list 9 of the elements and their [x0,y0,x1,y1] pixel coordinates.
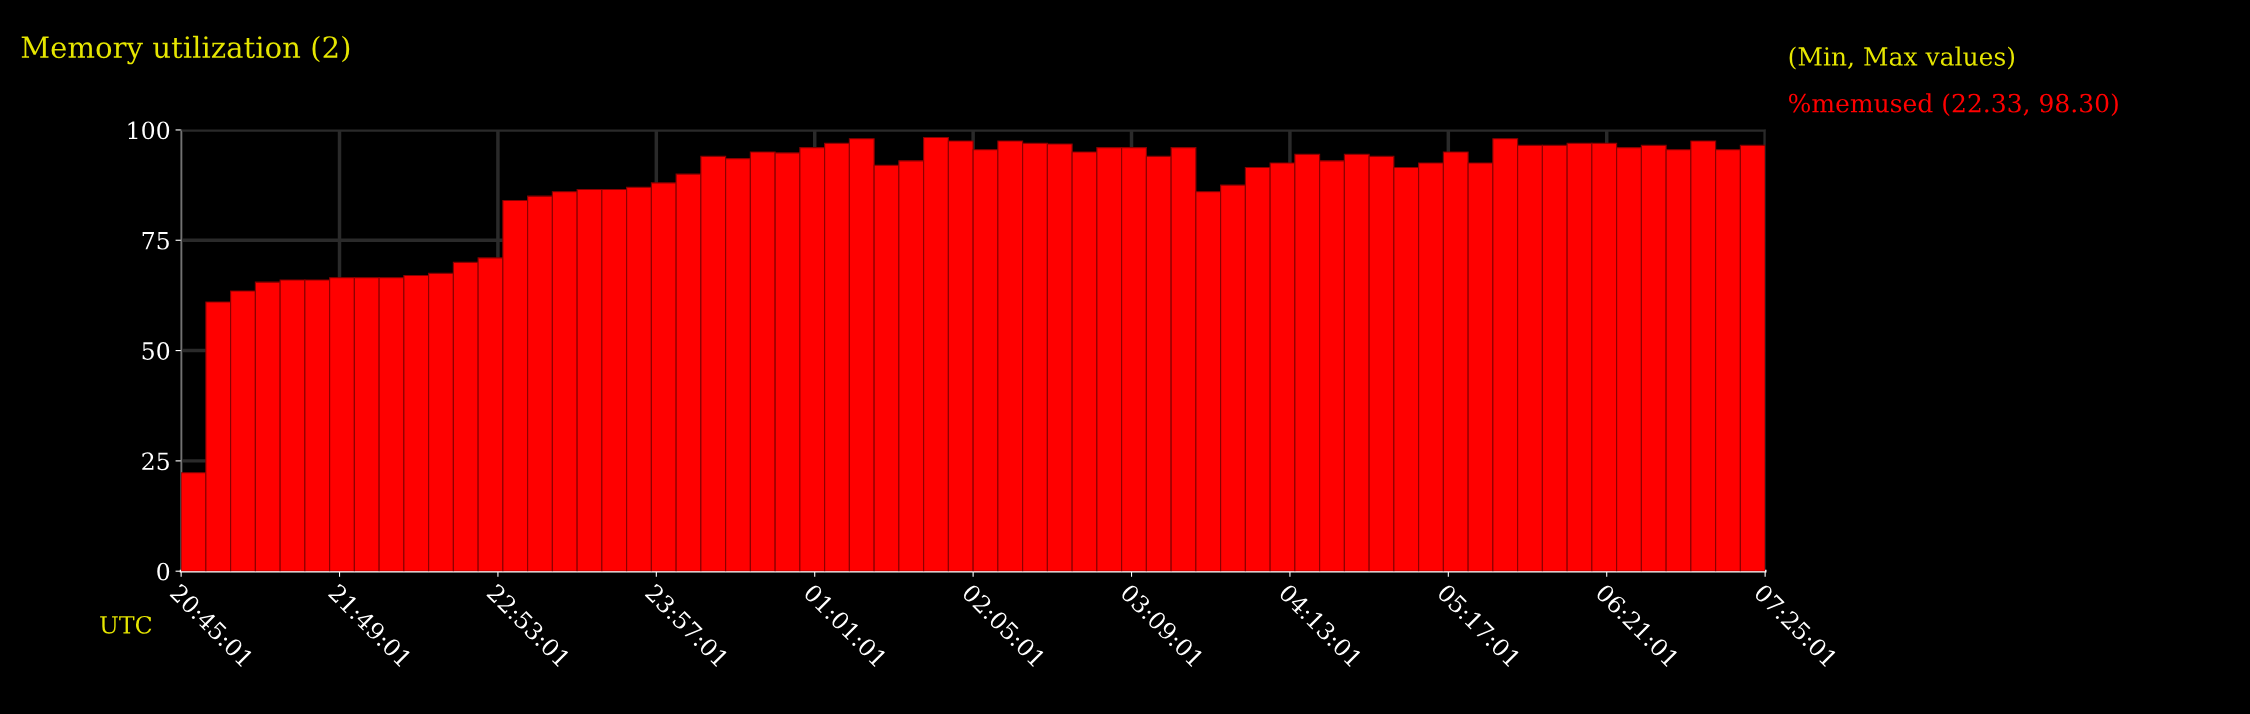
series-label: %memused (22.33, 98.30) [1789,93,2118,117]
y-tick-label: 75 [142,232,169,250]
y-tick-label: 0 [157,562,170,581]
y-tick-label: 25 [142,452,169,471]
y-tick-label: 100 [128,121,170,140]
legend-title: (Min, Max values) [1789,46,2015,70]
x-axis-title: UTC [100,615,152,634]
chart-title: Memory utilization (2) [21,35,350,65]
y-tick-label: 50 [142,342,170,360]
